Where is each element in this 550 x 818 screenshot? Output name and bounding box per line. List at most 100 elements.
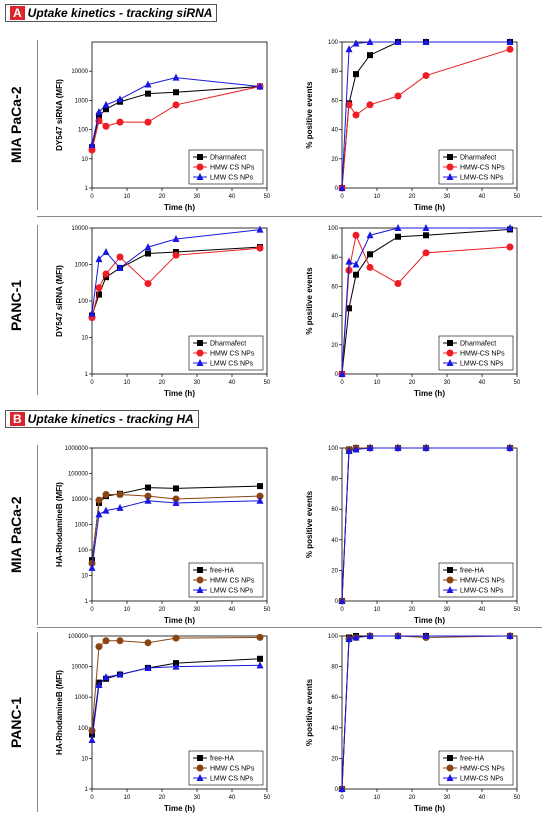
data-point xyxy=(116,637,124,645)
data-point xyxy=(506,45,514,53)
legend-marker xyxy=(196,576,204,584)
row-divider-line xyxy=(37,445,38,625)
x-axis-title: Time (h) xyxy=(414,203,445,212)
x-tick-label: 50 xyxy=(514,795,521,801)
row-divider-line xyxy=(37,40,38,210)
y-tick-label: 1 xyxy=(85,186,89,192)
data-point xyxy=(95,643,103,651)
x-tick-label: 30 xyxy=(444,380,451,386)
x-tick-label: 50 xyxy=(264,795,271,801)
legend-label: LMW CS NPs xyxy=(210,175,254,182)
data-point xyxy=(352,260,360,268)
data-point xyxy=(506,224,514,231)
y-tick-label: 1 xyxy=(85,372,89,378)
data-point xyxy=(102,637,110,645)
x-tick-label: 20 xyxy=(159,795,166,801)
legend-marker xyxy=(197,755,203,761)
legend-marker xyxy=(446,774,454,781)
section-b-title: Uptake kinetics - tracking HA xyxy=(27,412,194,426)
data-point xyxy=(102,491,110,499)
legend-marker xyxy=(197,154,203,160)
data-point xyxy=(144,243,152,251)
data-point xyxy=(506,243,514,251)
y-tick-label: 80 xyxy=(331,255,338,261)
legend-marker xyxy=(446,349,454,357)
legend-label: HMW-CS NPs xyxy=(460,165,505,172)
data-point xyxy=(144,664,152,672)
data-point xyxy=(352,39,360,47)
x-tick-label: 30 xyxy=(444,607,451,613)
legend-marker xyxy=(196,359,204,366)
data-point xyxy=(95,681,103,689)
x-tick-label: 40 xyxy=(229,607,236,613)
chart-a-miapaca-mfi: 0 10 20 30 40 50 1 10 100 1000 10000 Time (h) DY547 … xyxy=(55,41,271,212)
data-point xyxy=(506,632,514,639)
y-tick-label: 10 xyxy=(81,574,88,580)
x-tick-label: 0 xyxy=(90,194,94,200)
data-point xyxy=(256,661,264,669)
data-point xyxy=(102,673,110,681)
x-tick-label: 30 xyxy=(194,194,201,200)
chart-a-miapaca-percent: 0 10 20 30 40 50 0 20 40 60 80 100 Time (h) % positiv… xyxy=(305,38,521,212)
y-tick-label: 1000 xyxy=(75,695,89,701)
x-tick-label: 40 xyxy=(229,194,236,200)
data-point xyxy=(366,231,374,239)
x-axis-title: Time (h) xyxy=(164,203,195,212)
data-point xyxy=(102,248,110,256)
data-point xyxy=(422,72,430,80)
data-point xyxy=(422,249,430,257)
data-point xyxy=(352,633,360,641)
y-tick-label: 0 xyxy=(335,372,339,378)
data-point xyxy=(338,370,346,377)
y-axis-title: % positive events xyxy=(305,267,314,335)
x-tick-label: 20 xyxy=(409,795,416,801)
y-tick-label: 1000 xyxy=(75,263,89,269)
legend-label: HMW CS NPs xyxy=(210,165,255,172)
legend-marker xyxy=(447,154,453,160)
y-tick-label: 1000 xyxy=(75,98,89,104)
data-point xyxy=(144,639,152,647)
x-tick-label: 50 xyxy=(514,380,521,386)
data-point xyxy=(366,101,374,109)
legend-label: Dharmafect xyxy=(210,155,246,162)
data-point xyxy=(366,632,374,639)
x-tick-label: 0 xyxy=(90,380,94,386)
x-tick-label: 0 xyxy=(340,607,344,613)
x-tick-label: 10 xyxy=(124,607,131,613)
data-point xyxy=(352,111,360,119)
chart-b-panc1-mfi: 0 10 20 30 40 50 1 10 100 1000 10000 100000 Time (h)… xyxy=(55,633,271,813)
plot-frame xyxy=(91,635,268,790)
data-point xyxy=(422,632,430,639)
legend-marker xyxy=(446,173,454,180)
y-tick-label: 10000 xyxy=(71,665,88,671)
data-point xyxy=(422,38,430,45)
y-tick-label: 20 xyxy=(331,157,338,163)
y-tick-label: 100 xyxy=(78,299,89,305)
legend-marker xyxy=(446,586,454,593)
row-label-a-panc1: PANC-1 xyxy=(8,279,24,331)
data-point xyxy=(144,496,152,504)
x-tick-label: 10 xyxy=(124,380,131,386)
data-point xyxy=(144,492,152,500)
data-point xyxy=(366,444,374,451)
plot-frame xyxy=(91,41,268,189)
x-tick-label: 30 xyxy=(444,795,451,801)
data-point xyxy=(394,224,402,231)
series-line xyxy=(91,229,261,314)
row-label-b-miapaca: MIA PaCa-2 xyxy=(8,496,24,574)
data-point xyxy=(352,231,360,239)
data-point xyxy=(338,597,346,604)
data-point xyxy=(257,655,263,662)
y-tick-label: 40 xyxy=(331,314,338,320)
data-point xyxy=(394,444,402,451)
chart-a-panc1-percent: 0 10 20 30 40 50 0 20 40 60 80 100 Time (h) % positiv… xyxy=(305,224,521,398)
legend-marker xyxy=(447,567,453,573)
data-point xyxy=(172,234,180,242)
row-separator-line xyxy=(37,216,542,217)
x-axis-title: Time (h) xyxy=(414,616,445,625)
chart-b-panc1-percent: 0 10 20 30 40 50 0 20 40 60 80 100 Time (h) % positiv… xyxy=(305,632,521,813)
y-tick-label: 0 xyxy=(335,787,339,793)
x-tick-label: 40 xyxy=(229,380,236,386)
y-tick-label: 100 xyxy=(328,40,339,46)
legend-label: LMW-CS NPs xyxy=(460,361,504,368)
